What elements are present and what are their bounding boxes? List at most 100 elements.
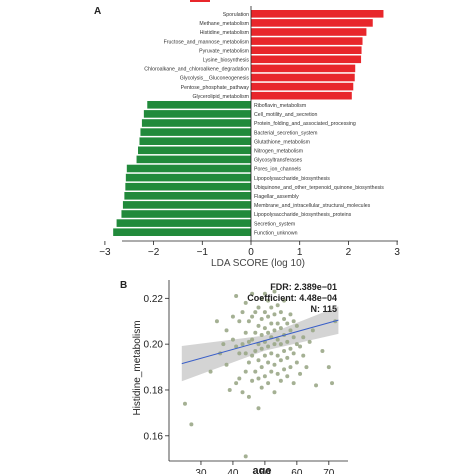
scatter-point [275,321,280,326]
lda-x-axis-title: LDA SCORE (log 10) [211,258,305,269]
lda-bar [141,119,251,127]
scatter-point [240,342,245,347]
scatter-point [250,291,255,296]
scatter-point [294,342,299,347]
scatter-point [224,362,229,367]
scatter-point [250,353,255,358]
scatter-point [253,349,258,354]
lda-bar [116,219,251,227]
lda-bar-label: Lysine_biosynthesis [203,58,250,64]
scatter-y-ticks: 0.16 0.18 0.20 0.22 [144,294,169,442]
lda-bar [251,73,355,82]
lda-x-ticks: −3 −2 −1 0 1 2 3 [99,241,400,258]
scatter-y-axis-title: Histidine_metabolism [132,320,143,415]
scatter-y-tick-label: 0.22 [144,294,164,305]
scatter-point [301,353,306,358]
lda-bar [121,210,251,218]
lda-x-tick-label: −3 [99,247,111,258]
scatter-point [272,362,277,367]
scatter-point [262,326,267,331]
scatter-point [326,365,331,370]
scatter-point [243,330,248,335]
scatter-x-tick-label: 70 [323,468,335,474]
lda-bar-label: Function_unknown [254,230,298,236]
regression-line [181,319,339,365]
lda-bar [143,110,251,118]
panel-a-lda-chart: A Sporulation Methane_metabolism Histidine… [94,0,400,269]
scatter-point [266,330,271,335]
scatter-point [310,328,315,333]
scatter-point [269,321,274,326]
scatter-point [230,337,235,342]
scatter-point [266,360,271,365]
scatter-y-tick-label: 0.16 [144,431,164,442]
regression-line-path [181,319,339,365]
scatter-x-axis-title: age [253,465,272,474]
lda-bar [124,192,251,200]
lda-bar-label: Nitrogen_metabolism [254,149,303,155]
scatter-point [256,342,261,347]
scatter-x-tick-label: 30 [195,468,207,474]
scatter-point [262,310,267,315]
scatter-point [320,349,325,354]
lda-bar [125,173,251,182]
scatter-annotation: N: 115 [310,304,337,314]
scatter-point [275,353,280,358]
scatter-point [330,381,335,386]
scatter-point [266,314,271,319]
scatter-point [291,335,296,340]
panel-a-label: A [94,6,101,17]
scatter-point [272,328,277,333]
scatter-point [253,369,258,374]
scatter-point [278,326,283,331]
scatter-point [278,358,283,363]
scatter-point [282,298,287,303]
scatter-point [291,351,296,356]
scatter-y-tick-label: 0.20 [144,340,164,351]
scatter-point [291,381,296,386]
scatter-points [182,289,338,459]
scatter-point [285,339,290,344]
scatter-point [227,387,232,392]
scatter-point [250,314,255,319]
lda-bar-label: Chloroalkane_and_chloroalkene_degradatio… [144,67,249,73]
lda-bar-label: Histidine_metabolism [200,30,249,36]
scatter-point [285,374,290,379]
lda-bar [251,10,384,18]
scatter-point [208,369,213,374]
scatter-point [266,344,271,349]
scatter-point [278,342,283,347]
scatter-point [272,289,277,294]
scatter-point [275,371,280,376]
lda-bar [138,146,251,155]
scatter-point [256,305,261,310]
scatter-x-ticks: 30 40 50 60 70 [195,461,335,474]
scatter-point [301,335,306,340]
scatter-point [298,344,303,349]
scatter-point [259,332,264,337]
scatter-point [266,381,271,386]
scatter-point [291,319,296,324]
scatter-point [275,337,280,342]
scatter-point [259,385,264,390]
scatter-point [224,328,229,333]
lda-x-tick-label: 0 [248,247,254,258]
scatter-point [259,316,264,321]
lda-bar-label: Glycosyltransferases [254,158,303,164]
scatter-point [221,342,226,347]
scatter-point [243,300,248,305]
lda-bar-label: Ubiquinone_and_other_terpenoid_quinone_b… [254,185,384,191]
scatter-point [262,353,267,358]
lda-bar-labels: Sporulation Methane_metabolism Histidine_m… [144,12,384,236]
scatter-point [294,360,299,365]
lda-bar [139,137,251,145]
lda-bar-label: Pores_ion_channels [254,167,301,173]
scatter-point [269,305,274,310]
lda-x-tick-label: 2 [346,247,352,258]
lda-bar-label: Bacterial_secretion_system [254,130,317,136]
scatter-point [278,310,283,315]
lda-bar [126,164,251,173]
scatter-point [256,323,261,328]
scatter-point [182,401,187,406]
